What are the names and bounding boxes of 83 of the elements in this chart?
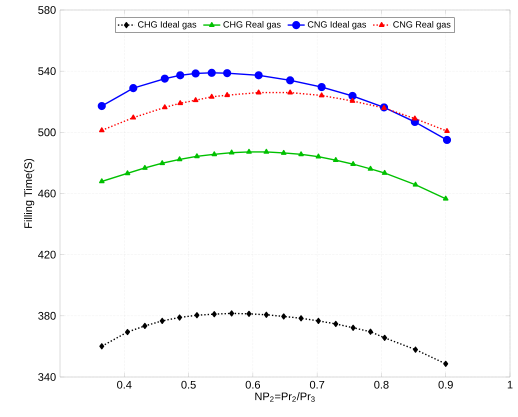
point xyxy=(350,98,356,103)
y-tick-label: 580 xyxy=(38,6,56,14)
point xyxy=(142,322,148,330)
point xyxy=(444,128,450,134)
point xyxy=(350,161,356,166)
x-tick-label: 0.7 xyxy=(310,380,324,389)
point xyxy=(333,157,339,162)
point xyxy=(228,150,234,155)
y-tick-label: 340 xyxy=(38,373,56,381)
x-tick-label: 0.6 xyxy=(246,380,260,389)
point xyxy=(298,151,304,156)
point xyxy=(99,127,105,132)
legend-label: CHG Ideal gas xyxy=(138,21,196,30)
point xyxy=(264,312,269,318)
point xyxy=(442,196,448,201)
point xyxy=(192,97,198,102)
point xyxy=(160,318,165,324)
point xyxy=(194,312,200,318)
point xyxy=(348,92,357,100)
point xyxy=(159,160,165,166)
point xyxy=(368,328,373,335)
point xyxy=(280,150,286,155)
point xyxy=(412,182,418,187)
y-tick-label: 420 xyxy=(38,250,56,259)
point xyxy=(368,166,374,171)
point xyxy=(316,154,322,159)
legend-label: CNG Ideal gas xyxy=(308,21,366,30)
x-tick-label: 0.5 xyxy=(181,380,196,389)
point xyxy=(162,104,168,110)
point xyxy=(125,328,130,336)
point xyxy=(177,314,182,321)
point xyxy=(194,153,200,158)
point xyxy=(124,170,130,176)
point xyxy=(264,148,270,154)
point xyxy=(160,74,169,83)
point xyxy=(246,310,252,317)
x-tick-label: 0.8 xyxy=(374,380,389,389)
y-tick-label: 540 xyxy=(38,67,56,76)
point xyxy=(99,178,105,184)
point xyxy=(246,148,252,154)
point xyxy=(442,136,452,144)
point xyxy=(333,320,338,328)
x-axis-title: NP$_{2}$=Pr$_{2}$/Pr$_{3}$ xyxy=(255,392,315,402)
point xyxy=(382,170,388,175)
point xyxy=(318,92,324,98)
point xyxy=(287,89,293,94)
point xyxy=(286,76,294,84)
x-tick-label: 1 xyxy=(508,380,513,388)
point xyxy=(281,313,286,320)
point xyxy=(99,343,104,350)
point xyxy=(176,71,184,80)
x-tick-label: 0.4 xyxy=(117,380,132,389)
point xyxy=(98,102,106,110)
point xyxy=(298,315,304,322)
point xyxy=(177,100,183,106)
legend-label: CHG Real gas xyxy=(223,21,281,30)
point xyxy=(212,151,218,156)
point xyxy=(142,164,148,170)
point xyxy=(176,156,182,162)
point xyxy=(318,82,326,92)
legend-label: CNG Real gas xyxy=(393,21,450,30)
point xyxy=(212,311,217,318)
point xyxy=(130,114,136,120)
point xyxy=(412,115,418,120)
point xyxy=(208,68,216,77)
point xyxy=(192,69,200,78)
y-axis-title: Filling Time(S) xyxy=(24,158,34,228)
point xyxy=(350,324,356,331)
point xyxy=(129,84,138,92)
point xyxy=(413,346,418,353)
point xyxy=(229,310,234,316)
point xyxy=(208,94,214,99)
point xyxy=(223,69,232,78)
y-tick-label: 380 xyxy=(38,312,56,320)
point xyxy=(224,92,230,98)
point xyxy=(382,334,388,341)
x-tick-label: 0.9 xyxy=(438,380,453,389)
y-tick-label: 500 xyxy=(38,128,56,136)
y-tick-label: 460 xyxy=(38,190,56,198)
point xyxy=(316,318,321,324)
point xyxy=(443,360,448,367)
point xyxy=(256,89,262,94)
point xyxy=(254,71,263,80)
